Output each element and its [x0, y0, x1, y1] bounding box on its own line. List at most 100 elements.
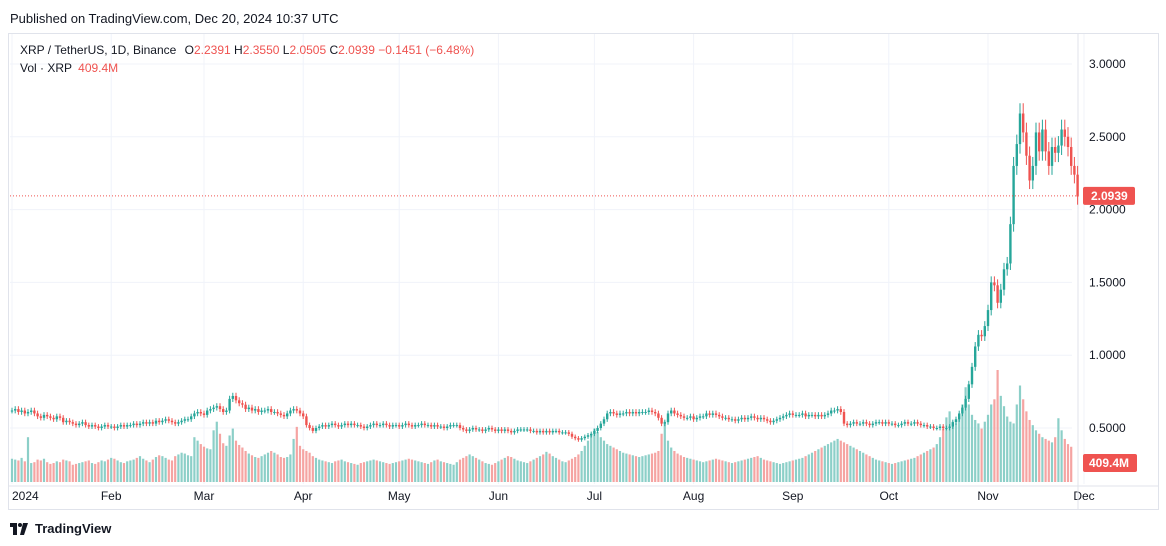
candle-body: [660, 417, 663, 424]
volume-bar: [724, 461, 727, 482]
candle-body: [129, 425, 132, 427]
chart-frame: [8, 33, 1159, 510]
volume-bar: [378, 461, 382, 482]
candle-body: [1073, 165, 1076, 175]
volume-bar: [471, 456, 474, 482]
volume-bar: [894, 463, 897, 482]
candle-body: [513, 430, 516, 433]
volume-bar: [574, 457, 577, 482]
candle-body: [567, 432, 570, 434]
candle-body: [138, 423, 142, 426]
volume-bar: [241, 447, 244, 482]
volume-bar: [385, 463, 388, 482]
volume-bar: [257, 457, 260, 482]
candle-body: [842, 411, 846, 424]
candle-body: [298, 410, 302, 414]
volume-bar: [634, 456, 638, 482]
candle-body: [353, 423, 356, 426]
volume-bar: [778, 463, 782, 482]
volume-bar: [804, 456, 807, 482]
volume-bar: [353, 463, 356, 482]
candle-body: [967, 384, 970, 399]
volume-bar: [618, 450, 622, 482]
candle-body: [215, 406, 218, 408]
candle-body: [897, 425, 900, 427]
volume-bar: [39, 460, 42, 482]
volume-bar: [730, 463, 734, 482]
candle-body: [922, 425, 926, 427]
candle-body: [951, 422, 954, 427]
volume-bar: [49, 463, 52, 482]
candle-body: [238, 400, 241, 404]
candle-body: [161, 420, 164, 423]
volume-bar: [686, 457, 689, 482]
volume-bar: [148, 462, 151, 482]
price-badge-text: 2.0939: [1091, 189, 1128, 203]
candle-body: [308, 425, 311, 428]
volume-bar: [961, 404, 964, 482]
candle-body: [599, 423, 602, 428]
volume-bar: [337, 460, 340, 482]
volume-bar: [794, 459, 798, 482]
candle-body: [676, 413, 679, 415]
candle-body: [734, 419, 737, 421]
candle-body: [199, 411, 202, 414]
candle-body: [350, 423, 353, 426]
volume-bar: [161, 456, 164, 482]
candle-body: [826, 413, 830, 415]
candle-body: [142, 422, 145, 424]
volume-bar: [590, 433, 593, 482]
candle-body: [193, 413, 196, 417]
volume-bar: [558, 459, 561, 482]
candle-body: [810, 414, 814, 416]
volume-bar: [753, 457, 756, 482]
candle-body: [622, 413, 625, 415]
volume-bar: [698, 461, 702, 482]
x-tick-label: Apr: [294, 489, 313, 503]
close-value: 2.0939: [338, 43, 375, 57]
candle-body: [455, 425, 458, 427]
volume-bar: [420, 462, 423, 482]
volume-bar: [362, 462, 366, 482]
candle-body: [718, 414, 721, 417]
volume-bar: [702, 462, 705, 482]
candle-body: [94, 425, 97, 427]
volume-bar: [814, 450, 817, 482]
candle-body: [218, 406, 222, 410]
volume-bar: [577, 454, 580, 482]
candle-body: [209, 409, 212, 411]
candle-body: [708, 413, 711, 415]
volume-bar: [874, 459, 878, 482]
volume-bar: [538, 456, 542, 482]
candle-body: [714, 413, 718, 415]
candle-body: [830, 410, 833, 414]
volume-bar: [478, 459, 481, 482]
volume-bar: [116, 460, 119, 482]
volume-bar: [602, 440, 606, 482]
volume-bar: [222, 443, 225, 482]
volume-bar: [561, 461, 564, 482]
candle-body: [628, 411, 631, 414]
volume-bar: [58, 462, 62, 482]
volume-bar: [788, 461, 791, 482]
volume-bar: [586, 440, 590, 482]
volume-bar: [1022, 399, 1025, 482]
volume-bar: [583, 445, 586, 482]
volume-bar: [468, 454, 471, 482]
candle-body: [196, 411, 199, 414]
volume-bar: [868, 456, 871, 482]
volume-bar: [855, 449, 858, 482]
volume-bar: [564, 462, 567, 482]
volume-bar: [865, 454, 868, 482]
volume-bar: [65, 460, 68, 482]
tradingview-brand[interactable]: TradingView: [10, 521, 111, 536]
volume-bar: [785, 462, 788, 482]
candle-body: [657, 413, 660, 418]
volume-bar: [996, 370, 999, 482]
candle-body: [439, 426, 442, 428]
candle-body: [1009, 224, 1012, 264]
volume-bar: [458, 459, 462, 482]
ohlc-row: XRP / TetherUS, 1D, Binance O2.2391 H2.3…: [20, 41, 474, 59]
candle-body: [369, 425, 372, 427]
